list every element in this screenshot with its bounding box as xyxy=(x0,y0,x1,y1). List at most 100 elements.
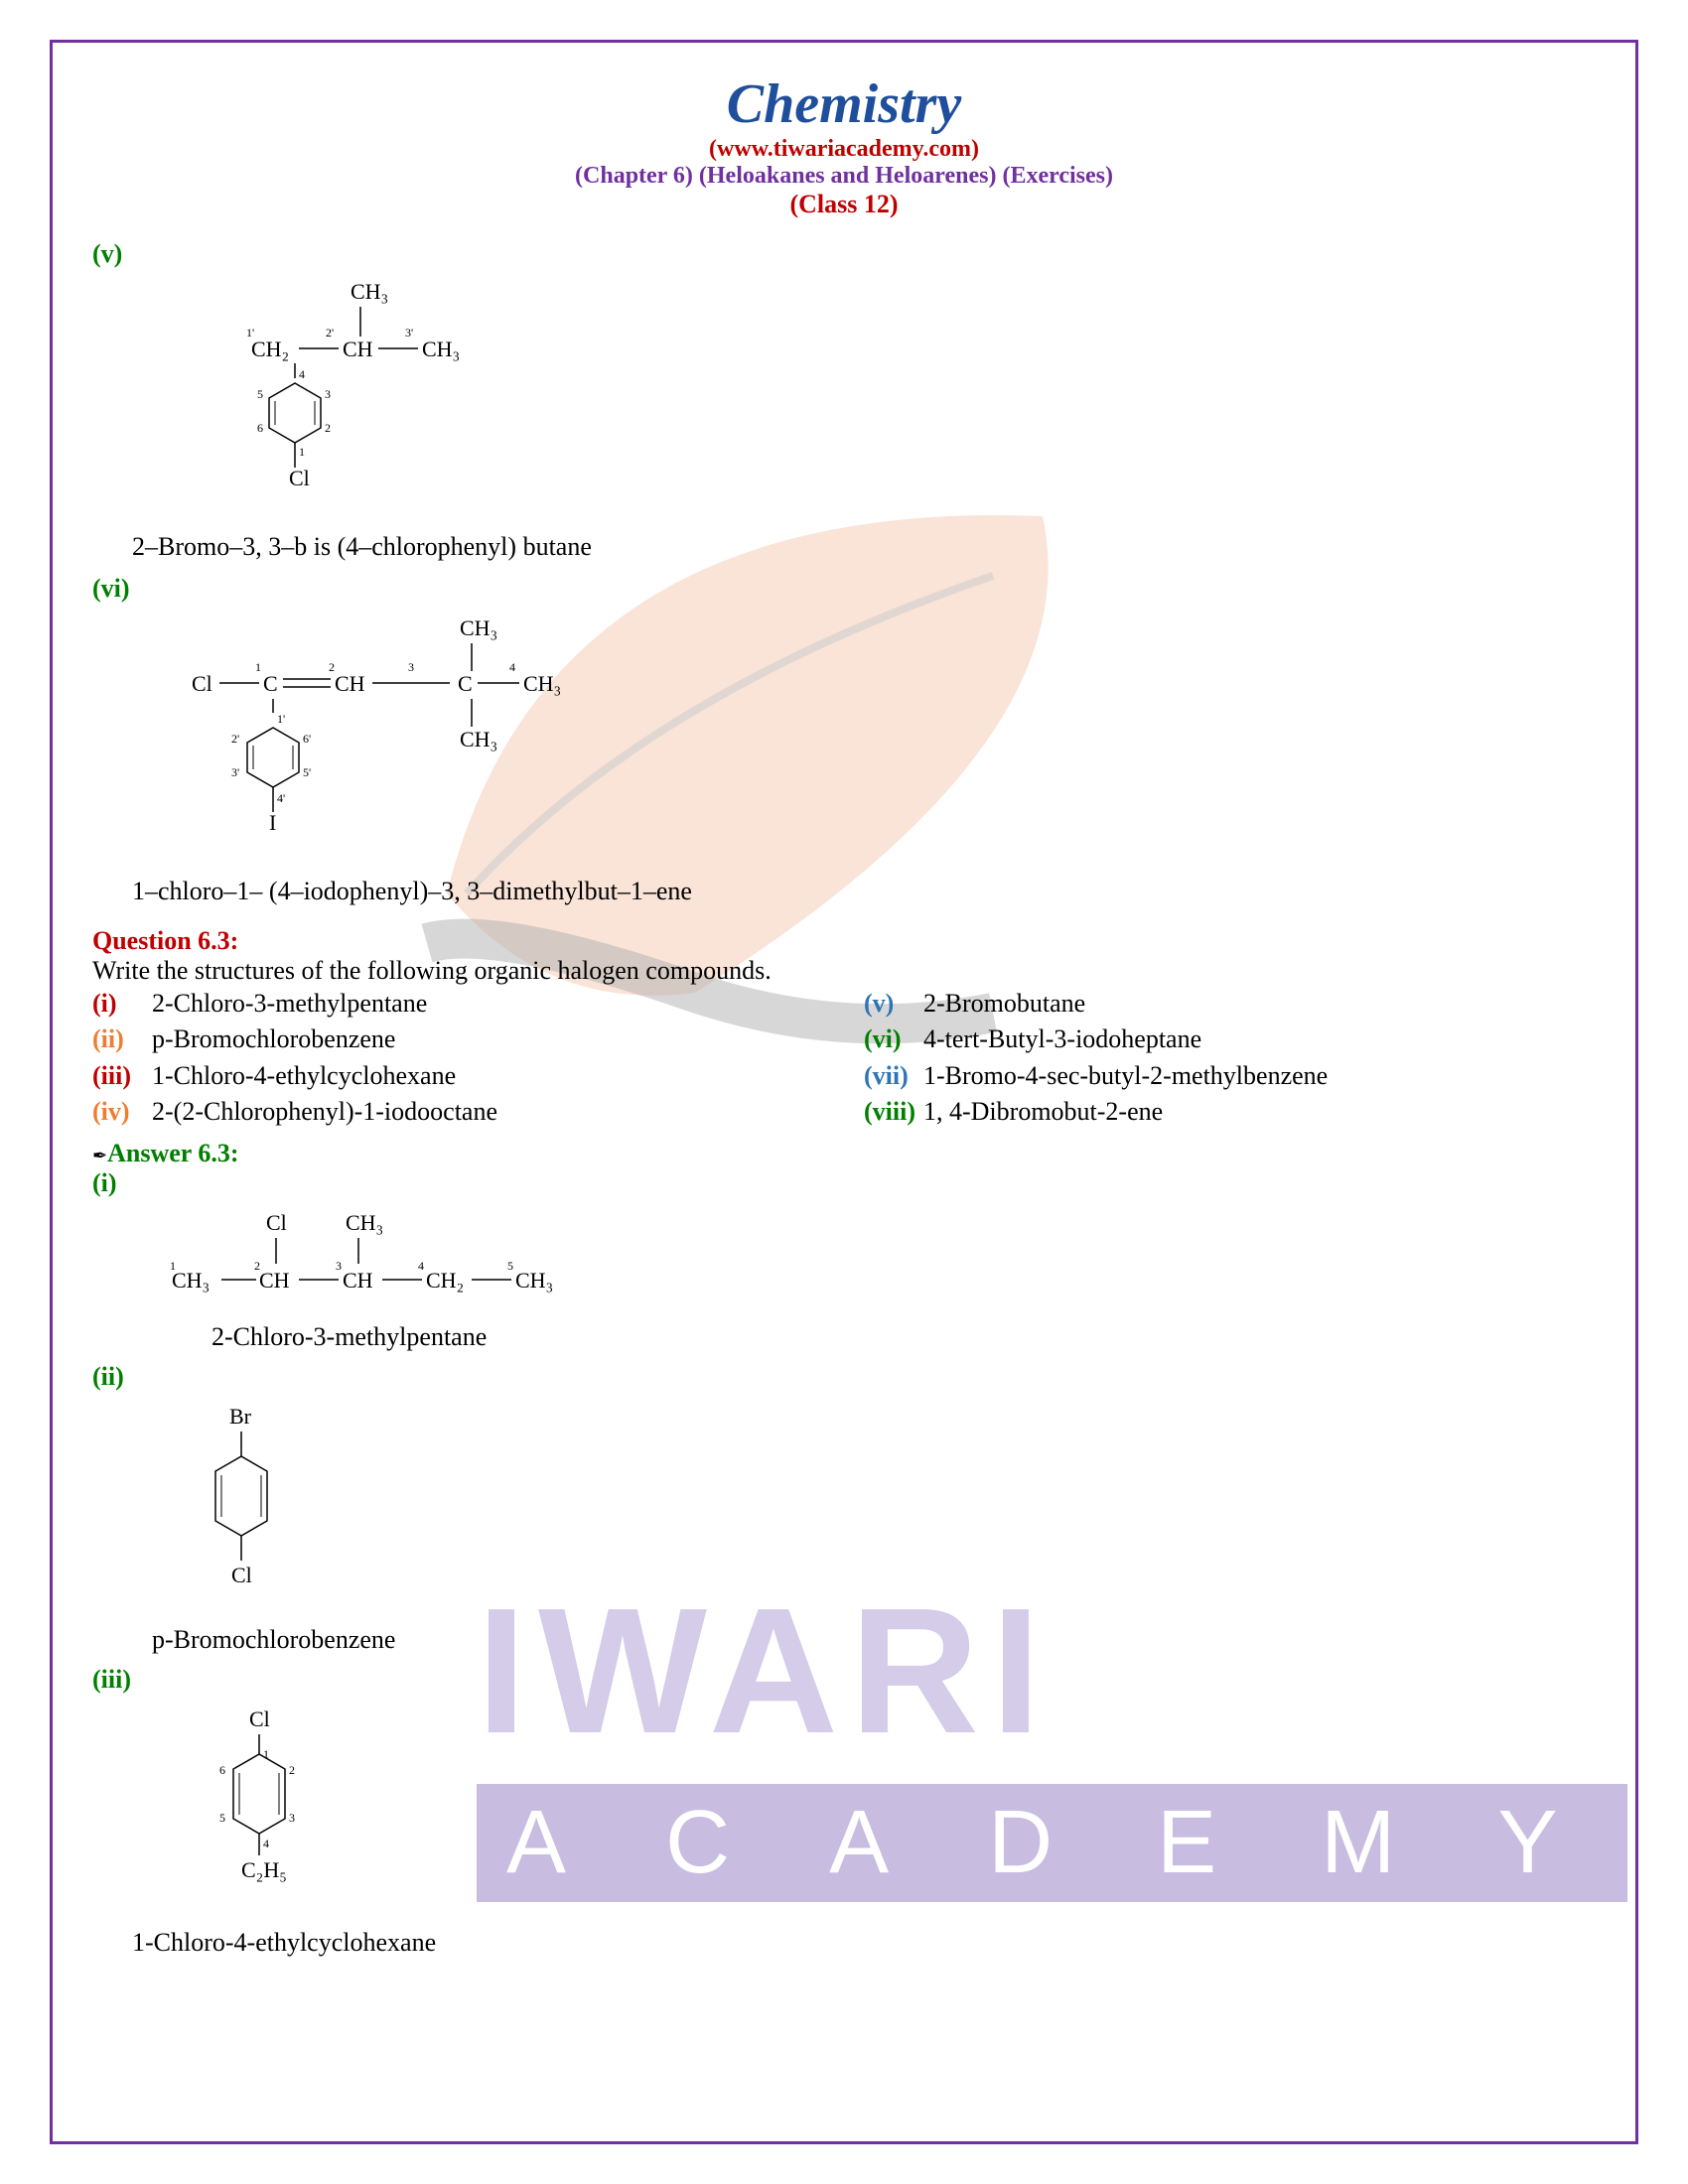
svg-text:1: 1 xyxy=(299,445,305,459)
item-v-num: (v) xyxy=(92,239,122,268)
ans-i-num: (i) xyxy=(92,1168,117,1197)
item-vi-num: (vi) xyxy=(92,574,130,603)
svg-text:C₂H₅: C₂H₅ xyxy=(241,1857,287,1882)
opt-iii-txt: 1-Chloro-4-ethylcyclohexane xyxy=(152,1061,456,1090)
ans-i: (i) Cl CH₃ 1 CH₃ 2 CH 3 CH xyxy=(92,1168,1596,1352)
svg-text:CH₂: CH₂ xyxy=(426,1268,464,1293)
svg-text:Cl: Cl xyxy=(192,671,212,696)
ans-i-name: 2-Chloro-3-methylpentane xyxy=(211,1322,1596,1352)
svg-text:5: 5 xyxy=(257,387,263,401)
opt-vii-txt: 1-Bromo-4-sec-butyl-2-methylbenzene xyxy=(923,1061,1328,1090)
opt-i-txt: 2-Chloro-3-methylpentane xyxy=(152,989,427,1018)
svg-text:2': 2' xyxy=(231,732,239,746)
opt-ii-txt: p-Bromochlorobenzene xyxy=(152,1024,395,1053)
opt-viii-num: (viii) xyxy=(864,1094,923,1130)
svg-text:CH₃: CH₃ xyxy=(515,1268,553,1293)
svg-text:4: 4 xyxy=(418,1259,424,1273)
ans-ii-num: (ii) xyxy=(92,1362,124,1391)
opt-vii-num: (vii) xyxy=(864,1058,923,1094)
opt-ii-num: (ii) xyxy=(92,1022,152,1057)
svg-text:Cl: Cl xyxy=(231,1563,252,1587)
opt-iii-num: (iii) xyxy=(92,1058,152,1094)
opt-v-txt: 2-Bromobutane xyxy=(923,989,1085,1018)
answer-63: ✒Answer 6.3: (i) Cl CH₃ 1 CH₃ 2 CH xyxy=(92,1139,1596,1958)
page-title: Chemistry xyxy=(92,72,1596,136)
svg-text:4: 4 xyxy=(509,660,515,674)
class-label: (Class 12) xyxy=(92,190,1596,219)
q63-left-col: (i)2-Chloro-3-methylpentane (ii)p-Bromoc… xyxy=(92,986,824,1131)
ans-iii-name: 1-Chloro-4-ethylcyclohexane xyxy=(132,1928,1596,1958)
svg-text:3: 3 xyxy=(325,387,331,401)
opt-iv-num: (iv) xyxy=(92,1094,152,1130)
svg-text:4: 4 xyxy=(263,1837,269,1850)
svg-text:6: 6 xyxy=(257,421,263,435)
svg-text:C: C xyxy=(263,671,278,696)
svg-text:CH₃: CH₃ xyxy=(460,727,497,751)
svg-text:5: 5 xyxy=(507,1259,513,1273)
opt-iv-txt: 2-(2-Chlorophenyl)-1-iodooctane xyxy=(152,1097,497,1126)
q63-head: Question 6.3: xyxy=(92,926,238,955)
svg-text:3': 3' xyxy=(405,326,413,340)
q63-options: (i)2-Chloro-3-methylpentane (ii)p-Bromoc… xyxy=(92,986,1596,1131)
svg-text:5': 5' xyxy=(303,765,311,779)
structure-v: CH₃ 1' CH₂ 2' CH 3' CH₃ xyxy=(152,279,1596,522)
svg-text:3: 3 xyxy=(336,1259,342,1273)
svg-text:1: 1 xyxy=(263,1747,269,1761)
question-63: Question 6.3: Write the structures of th… xyxy=(92,926,1596,1131)
svg-text:3': 3' xyxy=(231,765,239,779)
svg-text:CH₃: CH₃ xyxy=(460,615,497,640)
ans-iii: (iii) Cl 1 2 3 4 5 6 xyxy=(92,1665,1596,1958)
svg-text:CH₂: CH₂ xyxy=(251,337,289,361)
compound-vi-name: 1–chloro–1– (4–iodophenyl)–3, 3–dimethyl… xyxy=(132,877,1596,906)
svg-text:4: 4 xyxy=(299,367,305,381)
svg-text:CH: CH xyxy=(343,1268,373,1293)
chapter-label: (Chapter 6) (Heloakanes and Heloarenes) … xyxy=(92,163,1596,190)
svg-text:6': 6' xyxy=(303,732,311,746)
svg-text:Br: Br xyxy=(229,1404,252,1429)
ans-ii-name: p-Bromochlorobenzene xyxy=(152,1625,1596,1655)
structure-vi: CH₃ Cl 1 C 2 CH 3 C 4 CH₃ xyxy=(152,614,1596,867)
q63-right-col: (v)2-Bromobutane (vi)4-tert-Butyl-3-iodo… xyxy=(864,986,1596,1131)
compound-v-name: 2–Bromo–3, 3–b is (4–chlorophenyl) butan… xyxy=(132,532,1596,562)
svg-text:5: 5 xyxy=(219,1811,225,1825)
svg-text:CH: CH xyxy=(343,337,373,361)
header: Chemistry (www.tiwariacademy.com) (Chapt… xyxy=(92,72,1596,219)
svg-text:I: I xyxy=(269,810,276,835)
svg-text:CH₃: CH₃ xyxy=(523,671,561,696)
svg-text:2': 2' xyxy=(326,326,334,340)
ans63-head: Answer 6.3: xyxy=(107,1139,238,1167)
svg-text:3: 3 xyxy=(408,660,414,674)
opt-vi-num: (vi) xyxy=(864,1022,923,1057)
svg-text:6: 6 xyxy=(219,1763,225,1777)
svg-text:Cl: Cl xyxy=(266,1210,287,1235)
svg-text:CH₃: CH₃ xyxy=(172,1268,210,1293)
website-link: (www.tiwariacademy.com) xyxy=(92,136,1596,163)
opt-v-num: (v) xyxy=(864,986,923,1022)
svg-text:1': 1' xyxy=(277,712,285,726)
opt-vi-txt: 4-tert-Butyl-3-iodoheptane xyxy=(923,1024,1201,1053)
ans-ii: (ii) Br Cl p-Bromochlorobenzene xyxy=(92,1362,1596,1655)
svg-text:1: 1 xyxy=(255,660,261,674)
ans-i-structure: Cl CH₃ 1 CH₃ 2 CH 3 CH 4 CH xyxy=(152,1208,1596,1352)
page-border: Chemistry (www.tiwariacademy.com) (Chapt… xyxy=(50,40,1638,2144)
svg-text:CH₃: CH₃ xyxy=(346,1210,383,1235)
svg-text:Cl: Cl xyxy=(289,466,310,490)
svg-text:3: 3 xyxy=(289,1811,295,1825)
ans-iii-structure: Cl 1 2 3 4 5 6 C₂H₅ xyxy=(152,1705,1596,1918)
svg-text:2: 2 xyxy=(325,421,331,435)
ans-ii-structure: Br Cl p-Bromochlorobenzene xyxy=(152,1402,1596,1655)
opt-i-num: (i) xyxy=(92,986,152,1022)
ans-iii-num: (iii) xyxy=(92,1665,131,1694)
svg-text:CH₃: CH₃ xyxy=(422,337,460,361)
svg-text:4': 4' xyxy=(277,791,285,805)
svg-text:Cl: Cl xyxy=(249,1706,270,1731)
svg-text:CH₃: CH₃ xyxy=(351,279,388,304)
svg-text:2: 2 xyxy=(289,1763,295,1777)
svg-text:C: C xyxy=(458,671,473,696)
item-v: (v) CH₃ 1' CH₂ 2' CH 3' CH₃ xyxy=(92,239,1596,562)
item-vi: (vi) CH₃ Cl 1 C 2 CH 3 C 4 xyxy=(92,574,1596,906)
svg-text:CH: CH xyxy=(259,1268,290,1293)
q63-text: Write the structures of the following or… xyxy=(92,956,1596,986)
opt-viii-txt: 1, 4-Dibromobut-2-ene xyxy=(923,1097,1163,1126)
content: Chemistry (www.tiwariacademy.com) (Chapt… xyxy=(92,72,1596,1958)
